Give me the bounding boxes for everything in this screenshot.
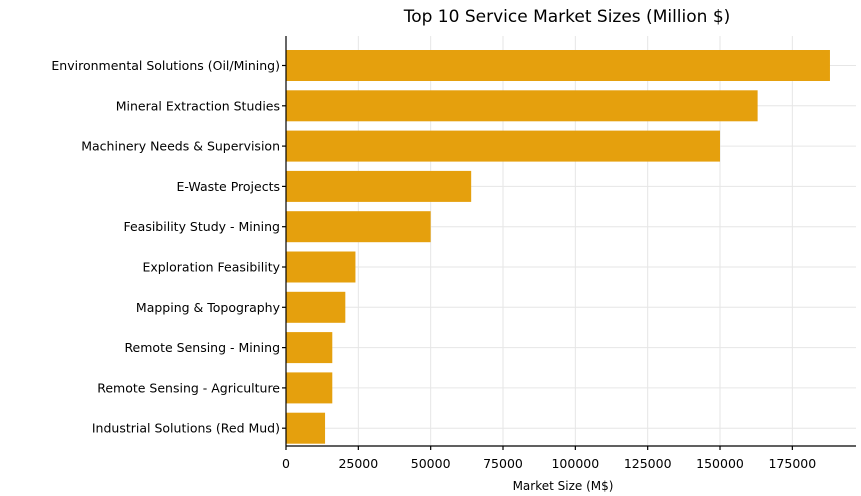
x-tick-label: 50000 [411, 456, 451, 471]
bar [286, 211, 431, 243]
category-label: Feasibility Study - Mining [123, 219, 280, 234]
bar [286, 130, 721, 162]
x-tick-label: 0 [282, 456, 290, 471]
x-tick-label: 150000 [696, 456, 744, 471]
bar [286, 90, 758, 122]
bar [286, 50, 830, 81]
x-tick-label: 100000 [551, 456, 599, 471]
axes [282, 36, 856, 450]
x-axis-label: Market Size (M$) [513, 479, 614, 493]
bar [286, 412, 326, 444]
bar [286, 372, 333, 404]
x-tick-label: 125000 [624, 456, 672, 471]
category-label: Remote Sensing - Agriculture [97, 380, 280, 395]
category-label: Mapping & Topography [136, 300, 281, 315]
x-tick-label: 75000 [483, 456, 523, 471]
category-label: Mineral Extraction Studies [116, 98, 280, 113]
x-tick-labels: 0 25000 50000 75000 100000 125000 150000 175000 [282, 456, 816, 471]
bar [286, 170, 472, 202]
bar [286, 332, 333, 364]
category-labels: Environmental Solutions (Oil/Mining) Mine… [51, 58, 280, 436]
bar [286, 291, 346, 323]
x-tick-label: 175000 [768, 456, 816, 471]
category-label: E-Waste Projects [177, 179, 280, 194]
bars [286, 50, 830, 444]
category-label: Exploration Feasibility [142, 260, 280, 275]
category-label: Machinery Needs & Supervision [81, 139, 280, 154]
category-label: Industrial Solutions (Red Mud) [92, 421, 280, 436]
x-tick-label: 25000 [338, 456, 378, 471]
bar [286, 251, 356, 283]
category-label: Environmental Solutions (Oil/Mining) [51, 58, 280, 73]
category-label: Remote Sensing - Mining [124, 340, 280, 355]
chart-title: Top 10 Service Market Sizes (Million $) [403, 7, 731, 27]
